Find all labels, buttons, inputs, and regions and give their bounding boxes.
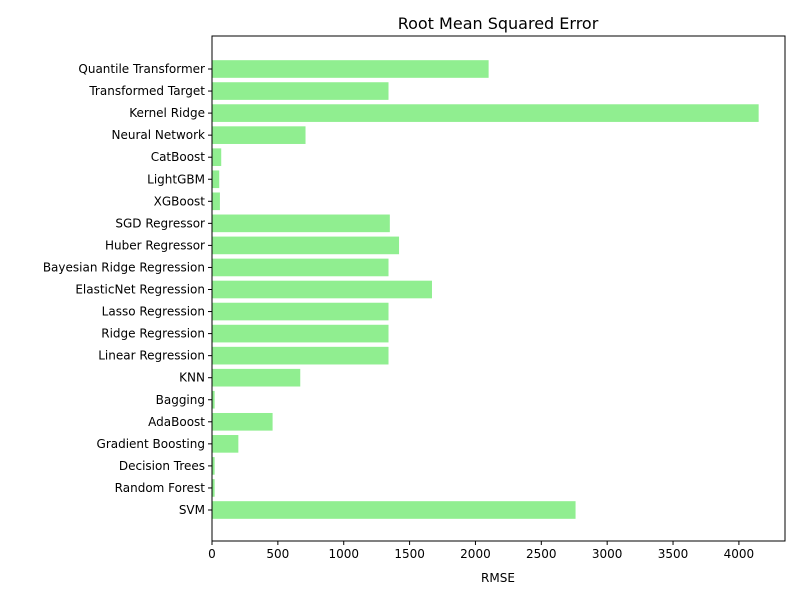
x-tick-label: 4000 [724, 547, 755, 561]
chart-title: Root Mean Squared Error [398, 14, 599, 33]
bar-gradient-boosting [212, 435, 239, 453]
bar-lightgbm [212, 170, 220, 189]
bar-decision-trees [212, 457, 215, 475]
x-tick-label: 2000 [460, 547, 491, 561]
y-tick-label-knn: KNN [179, 371, 205, 385]
y-tick-label-bagging: Bagging [156, 393, 205, 407]
y-tick-label-adaboost: AdaBoost [148, 415, 205, 429]
bar-neural-network [212, 126, 306, 144]
y-tick-label-huber-regressor: Huber Regressor [105, 238, 205, 252]
bar-transformed-target [212, 82, 389, 100]
bar-xgboost [212, 192, 220, 211]
x-axis-label: RMSE [481, 571, 515, 585]
bar-elasticnet-regression [212, 280, 432, 299]
x-tick-label: 2500 [526, 547, 557, 561]
bar-lasso-regression [212, 302, 389, 321]
bar-linear-regression [212, 346, 389, 365]
y-tick-label-lightgbm: LightGBM [147, 172, 205, 186]
y-tick-label-neural-network: Neural Network [111, 128, 205, 142]
bar-random-forest [212, 479, 215, 497]
y-tick-label-elasticnet-regression: ElasticNet Regression [75, 283, 205, 297]
y-tick-label-transformed-target: Transformed Target [88, 84, 205, 98]
x-tick-label: 1000 [328, 547, 359, 561]
y-tick-label-xgboost: XGBoost [154, 194, 206, 208]
y-tick-label-decision-trees: Decision Trees [119, 459, 205, 473]
bar-adaboost [212, 412, 273, 431]
x-ticks: 0 500 1000 1500 2000 2500 3000 3500 4000 [208, 541, 754, 561]
y-tick-label-ridge-regression: Ridge Regression [101, 327, 205, 341]
y-tick-label-quantile-transformer: Quantile Transformer [78, 62, 205, 76]
y-tick-label-svm: SVM [179, 503, 205, 517]
plot-frame [211, 35, 786, 542]
bar-quantile-transformer [212, 60, 489, 78]
y-tick-label-random-forest: Random Forest [115, 481, 206, 495]
bar-sgd-regressor [212, 214, 390, 233]
x-tick-label: 3000 [592, 547, 623, 561]
bar-knn [212, 368, 301, 387]
x-tick-label: 1500 [394, 547, 425, 561]
bar-catboost [212, 148, 222, 167]
y-tick-label-bayesian-ridge-regression: Bayesian Ridge Regression [43, 260, 205, 274]
y-tick-label-lasso-regression: Lasso Regression [102, 305, 205, 319]
bar-bagging [212, 390, 215, 409]
y-tick-labels: Quantile Transformer Transformed Target Ke… [43, 62, 212, 517]
bar-ridge-regression [212, 324, 389, 343]
y-tick-label-catboost: CatBoost [151, 150, 206, 164]
x-tick-label: 3500 [658, 547, 689, 561]
bar-svm [212, 501, 576, 519]
bar-bayesian-ridge-regression [212, 258, 389, 277]
bar-huber-regressor [212, 236, 400, 255]
x-tick-label: 500 [266, 547, 289, 561]
y-tick-label-kernel-ridge: Kernel Ridge [129, 106, 205, 120]
y-tick-label-linear-regression: Linear Regression [98, 349, 205, 363]
x-tick-label: 0 [208, 547, 216, 561]
y-tick-label-gradient-boosting: Gradient Boosting [97, 437, 205, 451]
bars-group [212, 60, 759, 519]
bar-kernel-ridge [212, 104, 759, 122]
y-tick-label-sgd-regressor: SGD Regressor [115, 216, 205, 230]
